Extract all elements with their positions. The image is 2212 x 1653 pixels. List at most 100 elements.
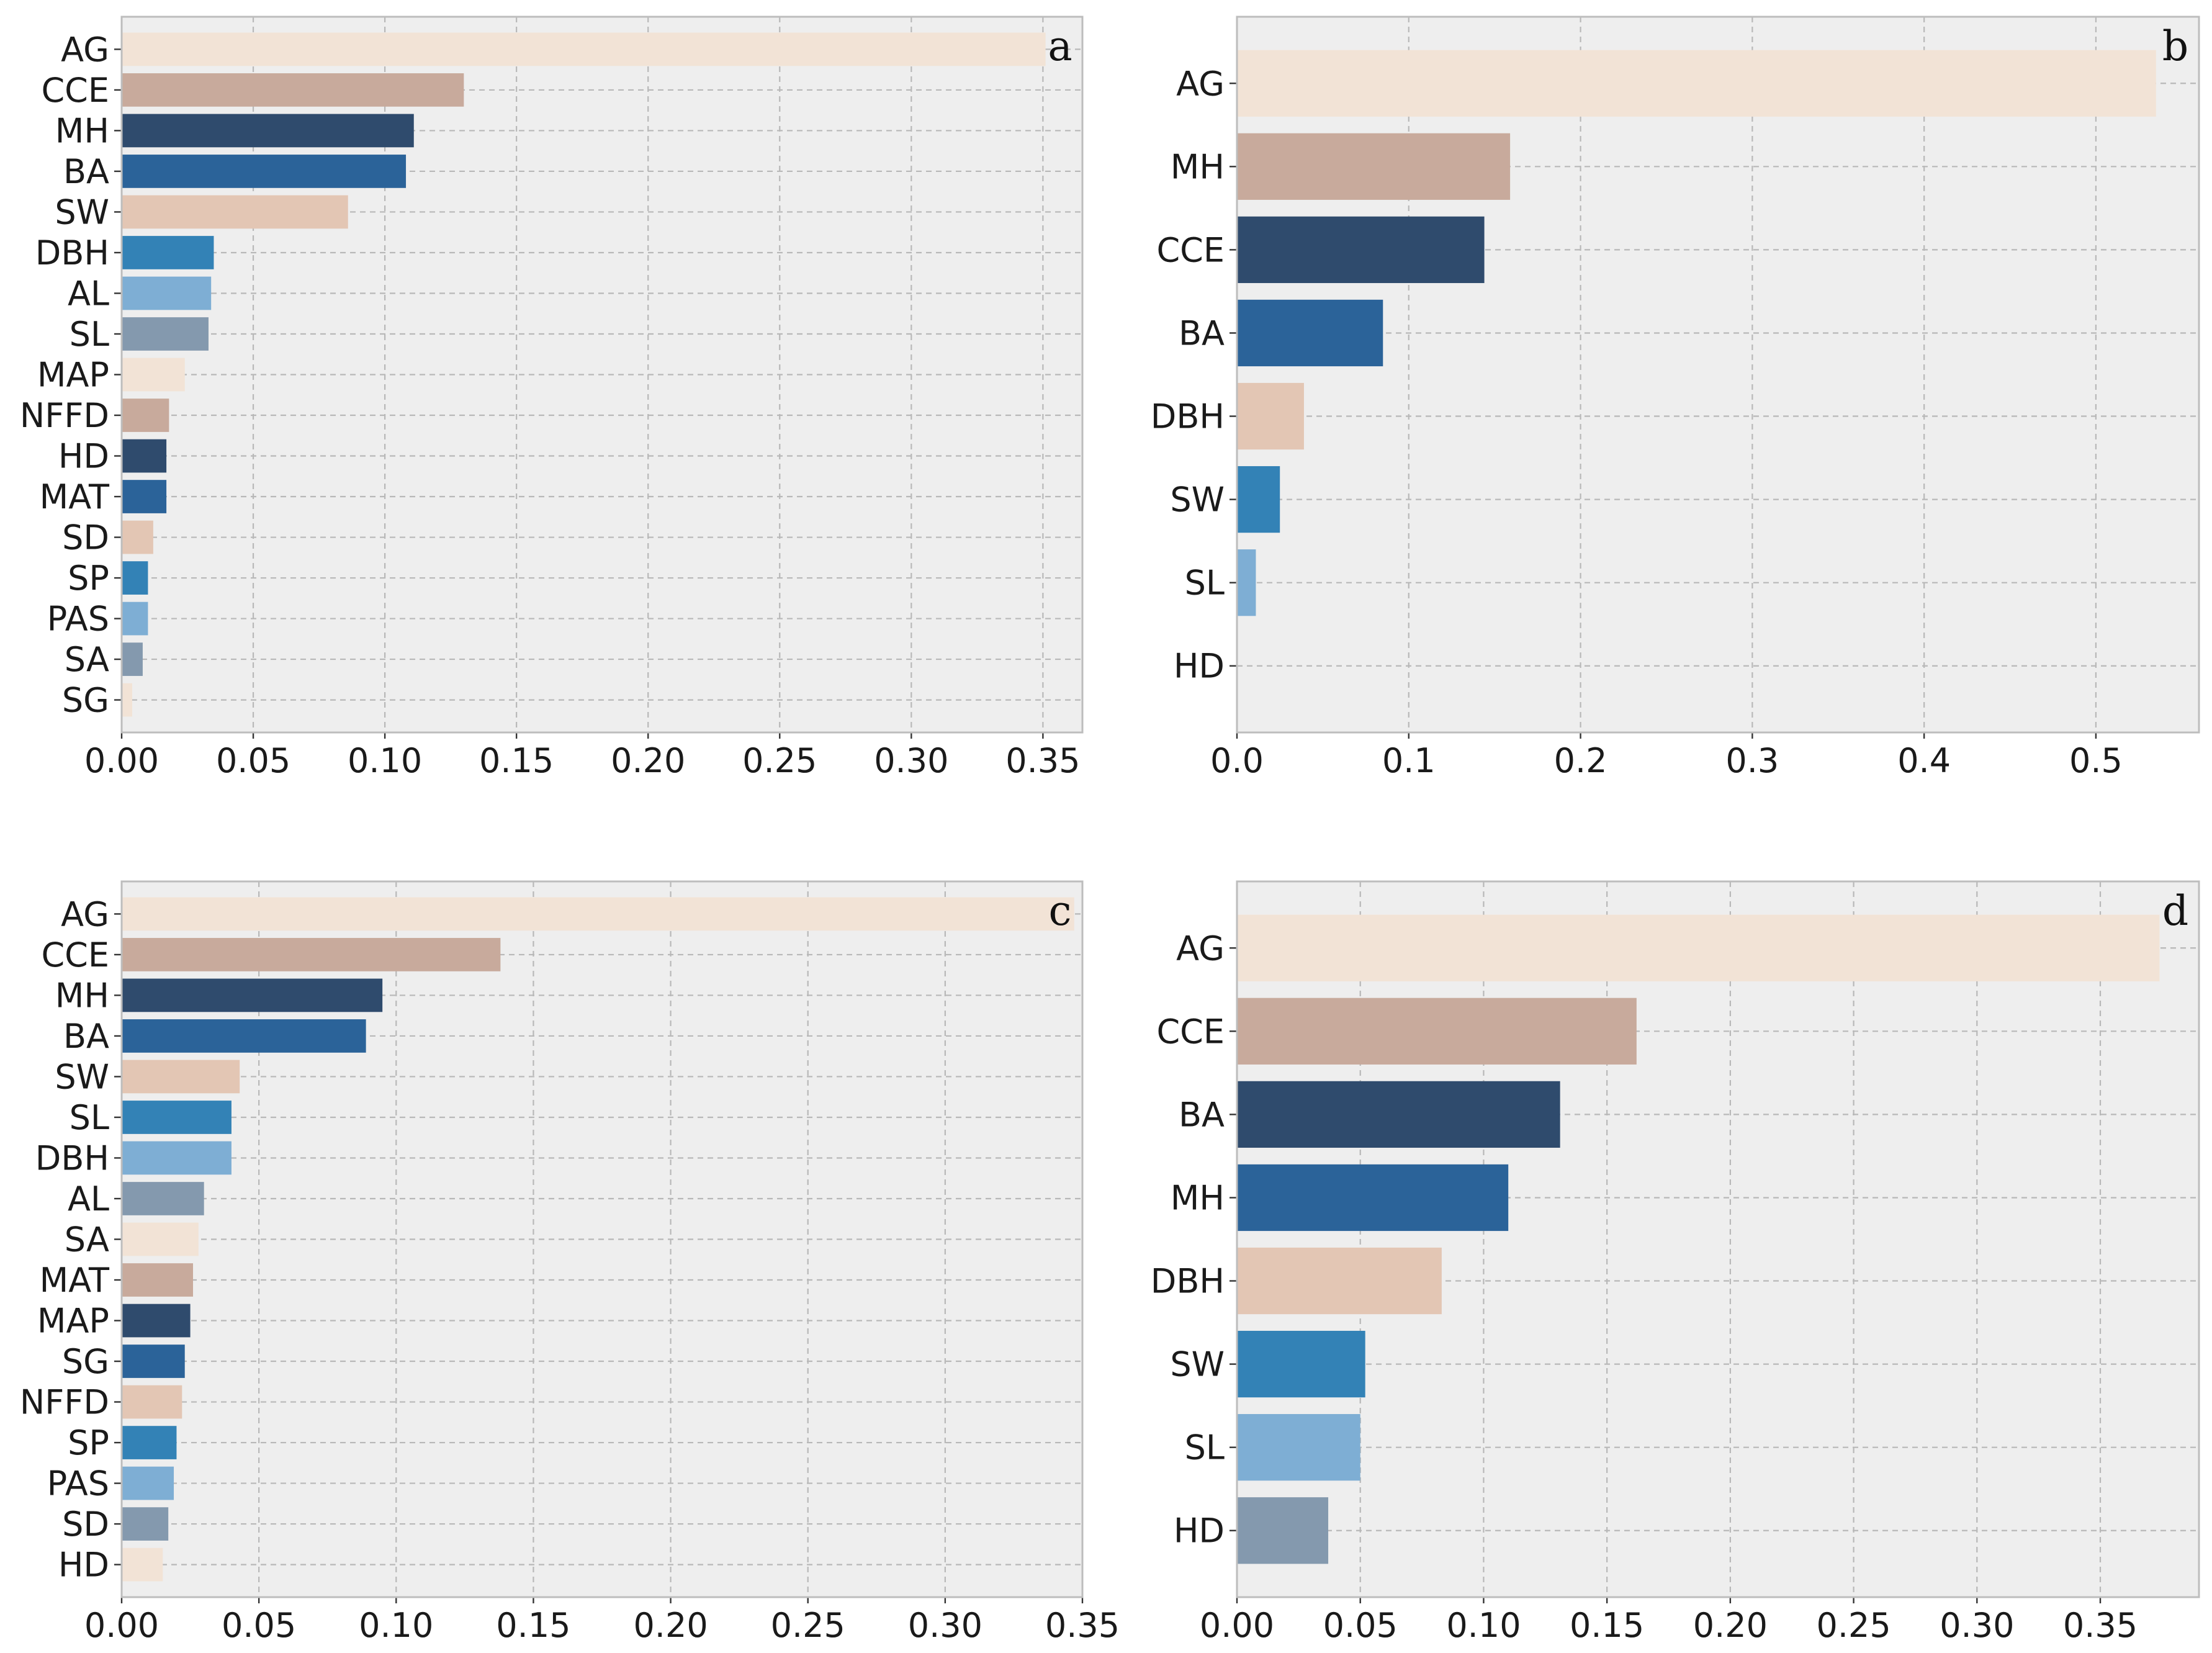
x-tick-label: 0.25 [742, 741, 817, 780]
y-tick-label: MAT [40, 477, 110, 516]
bar-dbh [122, 236, 214, 269]
x-tick-label: 0.30 [874, 741, 948, 780]
bar-sd [122, 1507, 169, 1541]
bar-cce [1237, 998, 1637, 1065]
y-tick-label: SW [55, 1057, 109, 1096]
bar-dbh [122, 1141, 232, 1175]
y-tick-label: DBH [35, 233, 109, 272]
y-tick-label: SL [1185, 564, 1225, 603]
x-tick-label: 0.30 [908, 1606, 982, 1645]
y-tick-label: MH [1171, 147, 1225, 186]
y-tick-label: MAT [40, 1261, 110, 1300]
x-tick-label: 0.25 [771, 1606, 845, 1645]
bar-ba [1237, 1081, 1560, 1148]
chart-panel-d: 0.00 0.05 0.10 0.15 0.20 0.25 0.30 0.35 AG CCE BA M… [1151, 880, 2200, 1645]
bar-nffd [122, 399, 169, 432]
y-tick-label: HD [1174, 647, 1225, 686]
bar-map [122, 358, 185, 392]
bar-ag [1237, 50, 2156, 117]
chart-panel-a: 0.00 0.05 0.10 0.15 0.20 0.25 0.30 0.35 AGCCEMHB… [20, 16, 1084, 780]
chart-panel-b: 0.0 0.1 0.2 0.3 0.4 0.5 AG MH CCE BA DBH SW SL HD b [1151, 16, 2200, 780]
y-tick-label: SD [62, 518, 109, 557]
y-tick-label: CCE [41, 935, 109, 975]
x-tick-label: 0.05 [216, 741, 290, 780]
y-tick-label: CCE [1156, 230, 1225, 269]
y-tick-label: MH [55, 111, 109, 150]
y-tick-label: PAS [47, 1464, 109, 1503]
y-tick-label: MH [55, 976, 109, 1015]
bar-sw [122, 1060, 240, 1094]
panel-label: b [2162, 22, 2188, 70]
x-tick-label: 0.00 [1200, 1606, 1274, 1645]
bar-mh [122, 114, 414, 148]
bar-sl [1237, 549, 1256, 616]
bar-sa [122, 1222, 199, 1256]
plot-frame [1236, 16, 2200, 734]
x-tick-label: 0.25 [1816, 1606, 1891, 1645]
plot-frame [120, 16, 1084, 734]
bar-sw [122, 195, 348, 229]
x-tick-label: 0.35 [2063, 1606, 2138, 1645]
bar-hd [122, 1547, 163, 1582]
y-tick-label: BA [63, 1017, 109, 1056]
bar-dbh [1237, 382, 1304, 450]
panel-label: c [1049, 887, 1072, 935]
y-tick-label: SW [55, 192, 109, 232]
y-tick-label: MAP [37, 1302, 109, 1341]
x-tick-label: 0.15 [496, 1606, 570, 1645]
x-tick-label: 0.20 [611, 741, 685, 780]
x-tick-label: 0.00 [84, 741, 159, 780]
y-tick-label: AL [68, 274, 109, 313]
bar-hd [1237, 1497, 1329, 1564]
bar-ba [122, 155, 407, 188]
x-tick-label: 0.20 [1693, 1606, 1768, 1645]
y-tick-label: BA [1179, 1095, 1225, 1134]
y-tick-label: SG [62, 1342, 109, 1381]
y-tick-label: AL [68, 1179, 109, 1218]
x-tick-label: 0.1 [1382, 741, 1436, 780]
bar-cce [1237, 216, 1485, 284]
y-tick-label: HD [58, 1546, 109, 1585]
x-tick-label: 0.10 [1446, 1606, 1521, 1645]
y-tick-label: DBH [1151, 1262, 1225, 1301]
y-tick-label: SP [68, 1423, 109, 1462]
plot-frame [1236, 880, 2200, 1598]
y-tick-label: PAS [47, 600, 109, 639]
y-tick-label: AG [1176, 929, 1225, 968]
y-tick-label: AG [61, 894, 109, 934]
bar-al [122, 1182, 204, 1215]
bar-mat [122, 480, 167, 513]
bar-sg [122, 683, 132, 717]
bar-pas [122, 601, 148, 636]
plot-area [1237, 881, 2199, 1597]
bar-ba [1237, 299, 1383, 367]
x-tick-label: 0.3 [1725, 741, 1779, 780]
chart-panel-c: 0.00 0.05 0.10 0.15 0.20 0.25 0.30 0.35 AGCCEMHB… [20, 880, 1120, 1645]
y-tick-label: SP [68, 559, 109, 598]
bar-sd [122, 520, 153, 554]
y-tick-label: NFFD [20, 1383, 109, 1422]
y-tick-label: AG [61, 30, 109, 69]
bar-ag [122, 897, 1074, 931]
bar-hd [122, 439, 167, 473]
y-tick-label: DBH [35, 1138, 109, 1178]
bar-mh [1237, 133, 1511, 200]
x-tick-label: 0.35 [1045, 1606, 1120, 1645]
y-tick-label: NFFD [20, 396, 109, 435]
y-tick-label: AG [1176, 64, 1225, 103]
bar-sl [122, 317, 209, 351]
x-tick-label: 0.05 [222, 1606, 296, 1645]
y-tick-label: SA [65, 640, 109, 679]
y-tick-label: BA [63, 152, 109, 191]
x-tick-label: 0.35 [1005, 741, 1080, 780]
bar-sw [1237, 1330, 1365, 1398]
x-tick-label: 0.2 [1554, 741, 1607, 780]
panel-label: d [2162, 887, 2188, 935]
bar-sa [122, 642, 143, 676]
y-tick-label: SA [65, 1220, 109, 1259]
x-tick-label: 0.30 [1940, 1606, 2014, 1645]
y-tick-label: SL [70, 315, 109, 354]
bar-dbh [1237, 1247, 1442, 1315]
y-tick-label: MH [1171, 1178, 1225, 1217]
bar-sl [1237, 1414, 1360, 1481]
